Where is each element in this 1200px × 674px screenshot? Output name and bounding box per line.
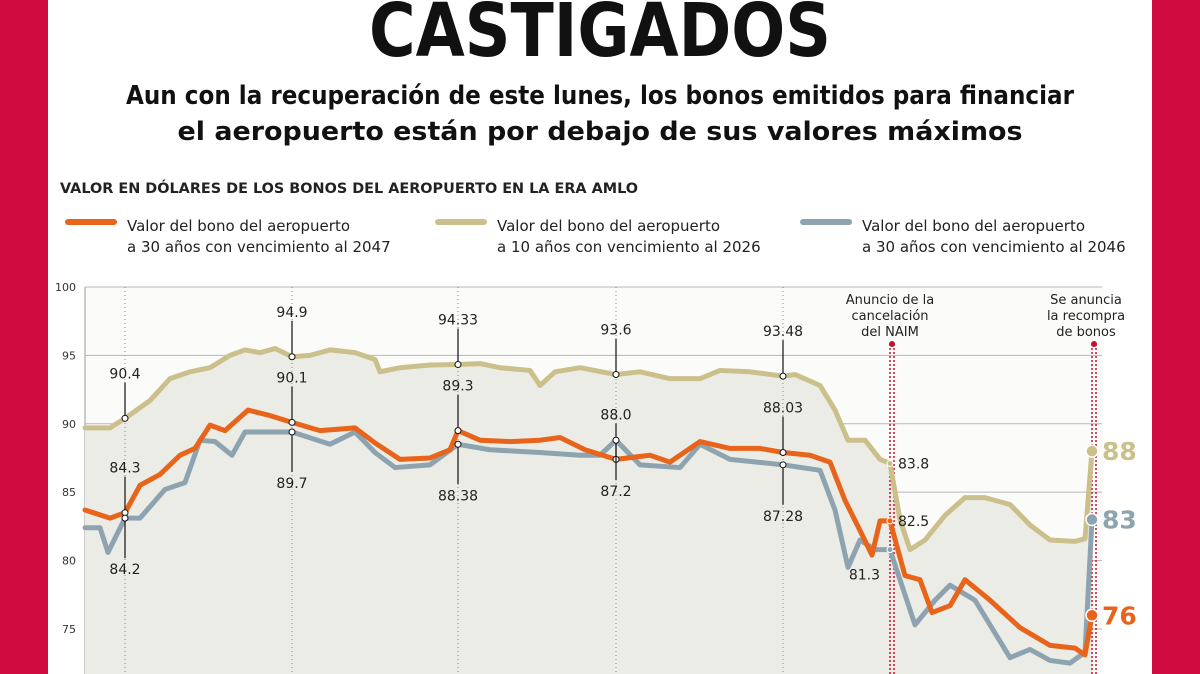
point-marker: [779, 372, 787, 380]
point-marker: [288, 428, 296, 436]
point-marker: [121, 414, 129, 422]
event-label: cancelación: [851, 309, 928, 324]
event-dot: [889, 341, 895, 347]
point-marker: [886, 459, 894, 467]
point-marker: [288, 418, 296, 426]
event-dot: [1091, 341, 1097, 347]
data-label: 82.5: [898, 514, 929, 530]
y-tick-label: 75: [62, 623, 76, 636]
data-label: 90.1: [276, 370, 307, 386]
data-label: 87.2: [600, 484, 631, 500]
data-label: 84.3: [109, 461, 140, 477]
point-marker: [612, 436, 620, 444]
legend-swatch: [65, 219, 117, 225]
end-label: 83: [1102, 506, 1137, 535]
end-label: 76: [1102, 601, 1137, 630]
event-label: Se anuncia: [1050, 293, 1122, 308]
y-tick-label: 80: [62, 555, 76, 568]
point-marker: [454, 361, 462, 369]
end-point: [1085, 444, 1099, 458]
point-marker: [886, 546, 894, 554]
data-label: 93.6: [600, 323, 631, 339]
end-label: 88: [1102, 437, 1137, 466]
subtitle: Aun con la recuperación de este lunes, l…: [126, 81, 1074, 111]
legend-label: Valor del bono del aeropuerto a 10 años …: [497, 217, 761, 256]
legend-label: Valor del bono del aeropuerto a 30 años …: [862, 217, 1126, 256]
point-marker: [779, 449, 787, 457]
data-label: 89.3: [442, 379, 473, 395]
side-band: [0, 0, 48, 674]
data-label: 90.4: [109, 366, 140, 382]
data-label: 81.3: [849, 568, 880, 584]
end-point: [1085, 512, 1099, 527]
point-marker: [612, 371, 620, 379]
y-tick-label: 90: [62, 418, 76, 431]
event-label: Anuncio de la: [846, 293, 934, 308]
data-label: 88.03: [763, 401, 803, 417]
chart-heading: VALOR EN DÓLARES DE LOS BONOS DEL AEROPU…: [60, 179, 638, 197]
legend-swatch: [800, 219, 852, 225]
event-label: de bonos: [1056, 325, 1116, 340]
data-label: 87.28: [763, 509, 803, 525]
y-tick-label: 95: [62, 349, 76, 362]
data-label: 84.2: [109, 562, 140, 578]
data-label: 93.48: [763, 324, 803, 340]
point-marker: [779, 461, 787, 469]
chart-title: CASTIGADOS: [369, 0, 831, 74]
end-point: [1085, 608, 1099, 623]
data-label: 88.38: [438, 488, 478, 504]
y-tick-label: 100: [55, 281, 76, 294]
data-label: 94.9: [276, 305, 307, 321]
legend-label: Valor del bono del aeropuerto a 30 años …: [127, 217, 391, 256]
data-label: 94.33: [438, 313, 478, 329]
data-label: 89.7: [276, 476, 307, 492]
event-label: del NAIM: [861, 325, 919, 340]
point-marker: [288, 353, 296, 361]
point-marker: [886, 517, 894, 525]
subtitle: el aeropuerto están por debajo de sus va…: [178, 117, 1023, 147]
data-label: 88.0: [600, 407, 631, 423]
data-label: 83.8: [898, 456, 929, 472]
y-tick-label: 85: [62, 486, 76, 499]
point-marker: [454, 440, 462, 448]
series-line: [82, 346, 1095, 553]
side-band: [1152, 0, 1200, 674]
legend-swatch: [435, 219, 487, 225]
point-marker: [454, 427, 462, 435]
event-label: la recompra: [1047, 309, 1125, 324]
point-marker: [121, 514, 129, 522]
